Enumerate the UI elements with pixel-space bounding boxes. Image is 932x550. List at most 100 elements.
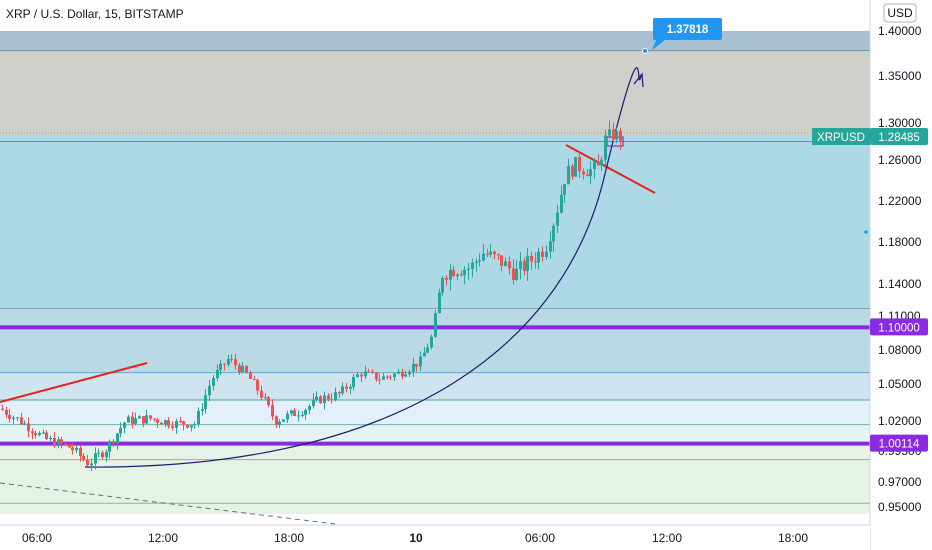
candle-body-146 <box>541 251 544 258</box>
candle-body-85 <box>315 396 318 400</box>
time-axis-ticks: 06:00 12:00 18:00 10 06:00 12:00 18:00 <box>22 531 808 545</box>
zone-4 <box>0 372 870 401</box>
candle-body-6 <box>23 423 26 425</box>
parabolic-curve-arrow[interactable] <box>84 67 642 468</box>
candle-body-144 <box>534 261 537 263</box>
candle-body-103 <box>382 376 385 380</box>
candle-body-9 <box>34 433 37 436</box>
time-axis-panel[interactable] <box>0 525 870 550</box>
candle-body-153 <box>567 165 570 185</box>
candle-body-79 <box>293 410 296 416</box>
price-tag-bg-1 <box>870 318 928 336</box>
candle-body-164 <box>608 129 611 136</box>
resistance-trend-line-left[interactable] <box>0 362 148 403</box>
candle-body-10 <box>38 432 41 436</box>
candle-body-106 <box>393 373 396 378</box>
candle-body-92 <box>341 386 344 394</box>
candle-body-11 <box>42 432 45 434</box>
target-callout-pointer <box>652 40 665 50</box>
candle-body-90 <box>334 392 337 400</box>
candle-body-78 <box>290 410 293 414</box>
candle-body-87 <box>323 395 326 404</box>
candle-body-98 <box>364 371 367 377</box>
candle-body-119 <box>441 277 444 293</box>
price-axis-panel[interactable] <box>870 0 932 550</box>
candle-body-15 <box>57 439 60 447</box>
candle-body-65 <box>241 365 244 372</box>
zone-7 <box>0 443 870 514</box>
candle-body-13 <box>49 437 52 439</box>
candle-body-62 <box>230 358 233 360</box>
candle-body-118 <box>438 292 441 314</box>
candle-body-141 <box>523 261 526 271</box>
y-tick-label-10: 1.02000 <box>878 414 922 428</box>
candle-body-48 <box>179 420 182 422</box>
dashed-trend-line[interactable] <box>0 482 336 525</box>
candle-body-20 <box>75 448 78 451</box>
zone-5 <box>0 400 870 425</box>
candle-body-123 <box>456 274 459 277</box>
candle-body-122 <box>452 269 455 277</box>
x-tick-label-4: 06:00 <box>525 531 555 545</box>
candle-body-43 <box>160 422 163 425</box>
candle-body-58 <box>216 370 219 379</box>
candle-body-130 <box>482 253 485 261</box>
candle-body-151 <box>560 194 563 213</box>
candle-body-159 <box>589 169 592 177</box>
candle-body-49 <box>182 421 185 425</box>
candle-body-14 <box>53 437 56 447</box>
candle-body-53 <box>197 410 200 425</box>
candle-body-16 <box>60 439 63 444</box>
candle-body-47 <box>175 420 178 428</box>
candle-body-138 <box>512 268 515 281</box>
candle-body-51 <box>190 425 193 428</box>
candle-body-27 <box>101 452 104 458</box>
candle-body-101 <box>375 372 378 380</box>
y-tick-label-9: 1.05000 <box>878 377 922 391</box>
y-tick-label-0: 1.40000 <box>878 24 922 38</box>
currency-button[interactable]: USD <box>883 3 917 23</box>
candle-body-120 <box>445 277 448 280</box>
candle-body-55 <box>204 395 207 410</box>
candle-body-136 <box>504 261 507 266</box>
candle-body-112 <box>415 363 418 367</box>
candle-body-24 <box>90 463 93 466</box>
candle-body-71 <box>264 397 267 399</box>
candle-body-163 <box>604 135 607 160</box>
candle-body-86 <box>319 396 322 404</box>
candle-body-147 <box>545 251 548 258</box>
candle-body-160 <box>593 161 596 170</box>
candle-body-155 <box>574 157 577 177</box>
zone-2 <box>0 135 870 309</box>
candle-body-152 <box>563 184 566 195</box>
target-callout[interactable]: 1.37818 <box>642 18 723 54</box>
candle-body-110 <box>408 371 411 375</box>
candle-body-31 <box>116 433 119 444</box>
candle-body-116 <box>430 336 433 348</box>
candle-body-140 <box>519 261 522 269</box>
candle-body-133 <box>493 251 496 255</box>
y-tick-label-2: 1.30000 <box>878 116 922 130</box>
candle-body-72 <box>267 397 270 406</box>
candle-body-64 <box>238 365 241 372</box>
x-tick-label-2: 18:00 <box>274 531 304 545</box>
currency-button-frame[interactable] <box>883 3 917 23</box>
candle-body-29 <box>108 441 111 452</box>
candle-body-96 <box>356 374 359 377</box>
candle-body-70 <box>260 390 263 398</box>
resistance-trend-line-right[interactable] <box>565 144 656 194</box>
candle-body-44 <box>164 420 167 425</box>
candle-body-113 <box>419 356 422 367</box>
target-callout-value: 1.37818 <box>667 24 709 36</box>
price-tag-bg-2 <box>870 434 928 452</box>
candle-body-124 <box>460 274 463 276</box>
candle-body-91 <box>338 392 341 394</box>
target-anchor-dot[interactable] <box>642 48 648 54</box>
candle-body-150 <box>556 212 559 226</box>
x-tick-label-5: 12:00 <box>652 531 682 545</box>
candle-body-108 <box>401 371 404 377</box>
candle-body-12 <box>45 432 48 439</box>
zone-1 <box>0 50 870 136</box>
